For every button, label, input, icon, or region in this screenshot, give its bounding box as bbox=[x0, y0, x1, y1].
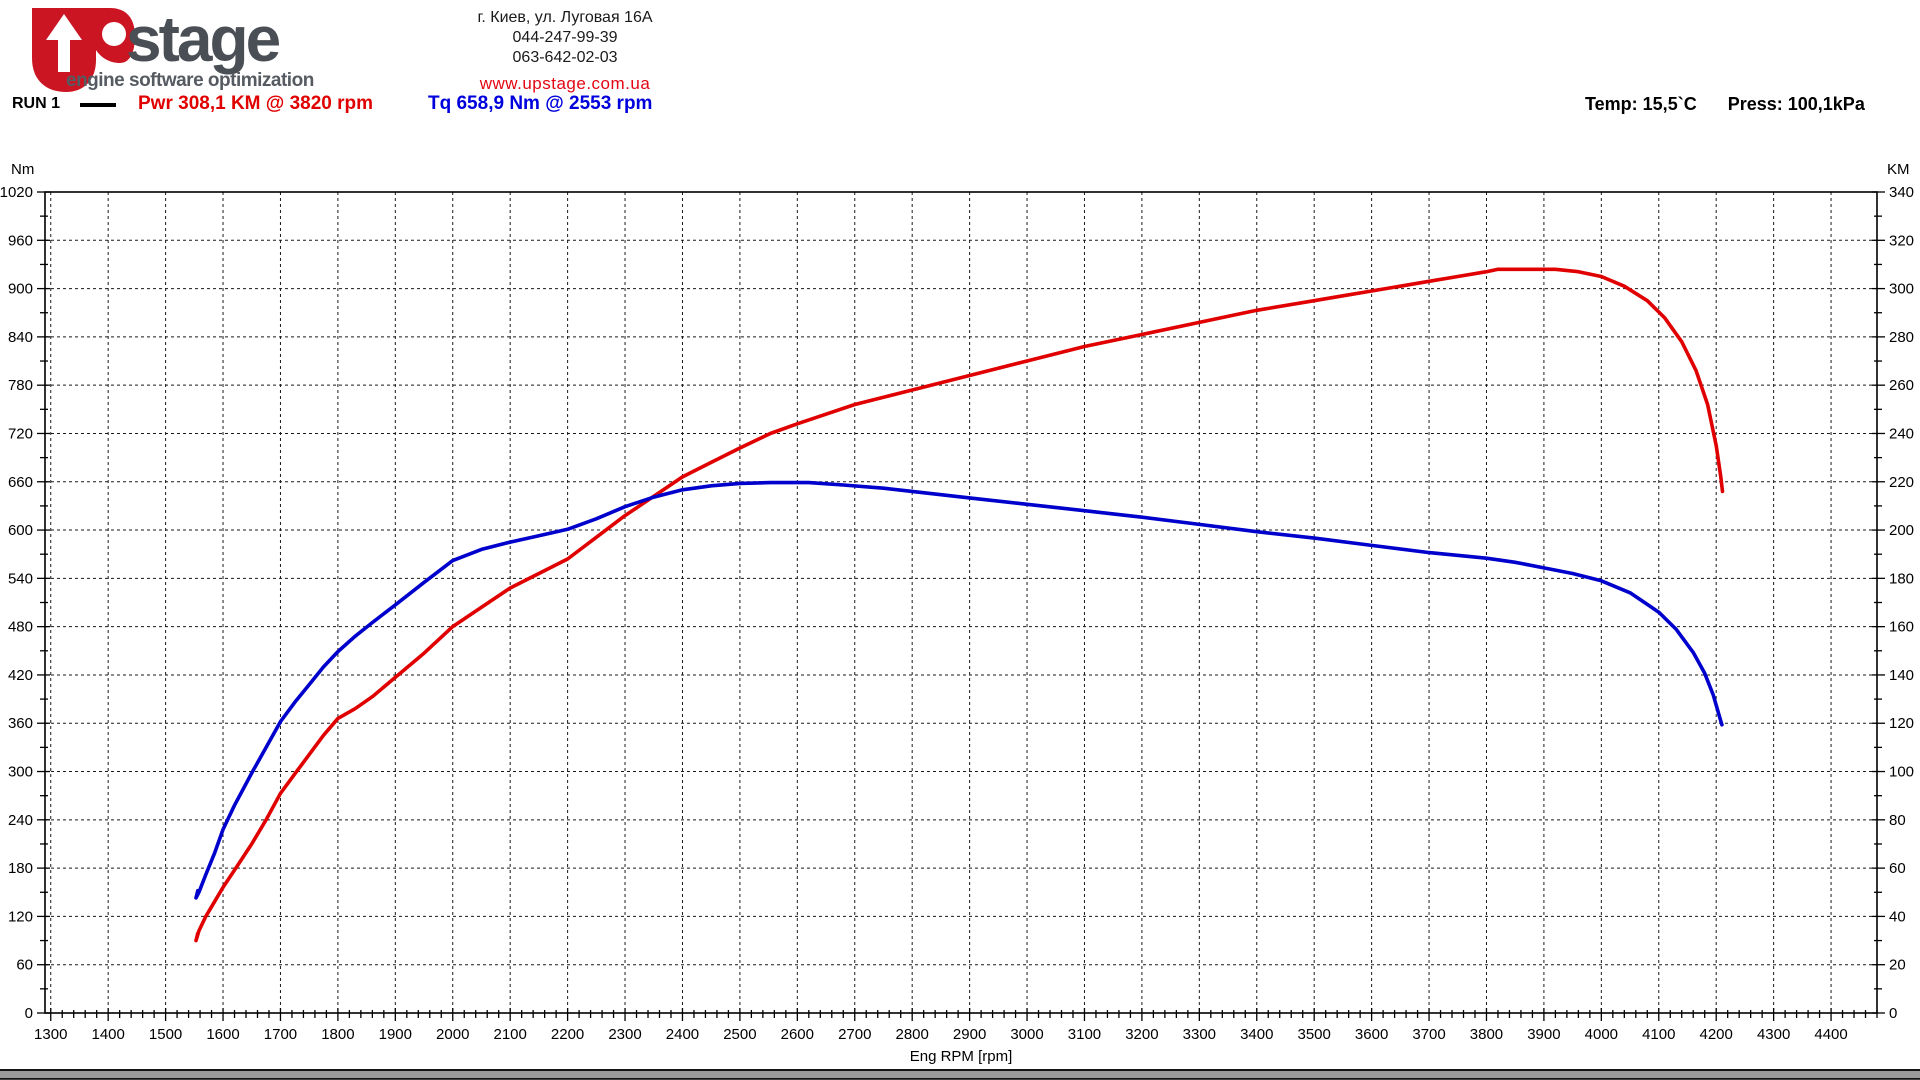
y-left-tick-label: 300 bbox=[8, 764, 33, 781]
y-left-tick-label: 600 bbox=[8, 522, 33, 539]
y-right-tick-label: 220 bbox=[1889, 474, 1914, 491]
x-tick-label: 2900 bbox=[953, 1026, 986, 1043]
y-right-tick-label: 260 bbox=[1889, 377, 1914, 394]
logo-up-icon bbox=[32, 8, 135, 92]
x-tick-label: 2400 bbox=[666, 1026, 699, 1043]
run-label: RUN 1 bbox=[12, 95, 61, 112]
y-right-tick-label: 80 bbox=[1889, 812, 1906, 829]
contact-phone-1: 044-247-99-39 bbox=[512, 29, 618, 46]
y-left-tick-label: 1020 bbox=[0, 184, 33, 201]
y-left-tick-label: 660 bbox=[8, 474, 33, 491]
y-right-tick-label: 60 bbox=[1889, 860, 1906, 877]
y-right-tick-label: 300 bbox=[1889, 281, 1914, 298]
x-tick-label: 3200 bbox=[1125, 1026, 1158, 1043]
x-tick-label: 2000 bbox=[436, 1026, 469, 1043]
y-right-tick-label: 280 bbox=[1889, 329, 1914, 346]
y-left-tick-label: 420 bbox=[8, 667, 33, 684]
x-tick-label: 3400 bbox=[1240, 1026, 1273, 1043]
y-left-tick-label: 900 bbox=[8, 281, 33, 298]
x-tick-label: 2100 bbox=[493, 1026, 526, 1043]
y-left-tick-label: 0 bbox=[25, 1005, 33, 1022]
pressure-readout: Press: 100,1kPa bbox=[1727, 94, 1865, 114]
y-right-tick-label: 160 bbox=[1889, 619, 1914, 636]
y-left-tick-label: 180 bbox=[8, 860, 33, 877]
y-left-tick-label: 840 bbox=[8, 329, 33, 346]
power-curve bbox=[194, 267, 1725, 943]
x-tick-label: 3300 bbox=[1183, 1026, 1216, 1043]
y-left-tick-label: 540 bbox=[8, 570, 33, 587]
x-tick-label: 3100 bbox=[1068, 1026, 1101, 1043]
y-right-tick-label: 200 bbox=[1889, 522, 1914, 539]
y-right-tick-label: 0 bbox=[1889, 1005, 1897, 1022]
y-left-tick-label: 780 bbox=[8, 377, 33, 394]
y-right-tick-label: 340 bbox=[1889, 184, 1914, 201]
x-tick-label: 2200 bbox=[551, 1026, 584, 1043]
x-tick-label: 4200 bbox=[1700, 1026, 1733, 1043]
x-tick-label: 3000 bbox=[1010, 1026, 1043, 1043]
y-left-tick-label: 720 bbox=[8, 425, 33, 442]
power-readout: Pwr 308,1 KM @ 3820 rpm bbox=[138, 93, 374, 114]
y-left-tick-label: 240 bbox=[8, 812, 33, 829]
x-tick-label: 1800 bbox=[321, 1026, 354, 1043]
x-tick-label: 1700 bbox=[264, 1026, 297, 1043]
website-link: www.upstage.com.ua bbox=[479, 74, 651, 93]
x-tick-label: 1500 bbox=[149, 1026, 182, 1043]
x-tick-label: 1600 bbox=[206, 1026, 239, 1043]
x-tick-label: 3900 bbox=[1527, 1026, 1560, 1043]
x-tick-label: 1900 bbox=[379, 1026, 412, 1043]
brand-tagline: engine software optimization bbox=[66, 70, 314, 91]
horizontal-scrollbar[interactable] bbox=[0, 1069, 1920, 1079]
y-left-tick-label: 360 bbox=[8, 715, 33, 732]
y-right-tick-label: 140 bbox=[1889, 667, 1914, 684]
y-right-tick-label: 240 bbox=[1889, 425, 1914, 442]
brand-name: stage bbox=[126, 3, 281, 75]
x-tick-label: 4300 bbox=[1757, 1026, 1790, 1043]
x-tick-label: 4400 bbox=[1814, 1026, 1847, 1043]
y-left-tick-label: 120 bbox=[8, 908, 33, 925]
plot-frame bbox=[44, 191, 1878, 1014]
y-left-tick-label: 60 bbox=[16, 957, 33, 974]
x-tick-label: 4000 bbox=[1585, 1026, 1618, 1043]
x-tick-label: 1300 bbox=[34, 1026, 67, 1043]
x-tick-label: 4100 bbox=[1642, 1026, 1675, 1043]
y-right-tick-label: 40 bbox=[1889, 908, 1906, 925]
torque-curve bbox=[194, 480, 1724, 900]
x-tick-label: 2500 bbox=[723, 1026, 756, 1043]
torque-readout: Tq 658,9 Nm @ 2553 rpm bbox=[428, 93, 653, 114]
y-right-tick-label: 20 bbox=[1889, 957, 1906, 974]
x-tick-label: 3600 bbox=[1355, 1026, 1388, 1043]
x-tick-label: 3800 bbox=[1470, 1026, 1503, 1043]
y-right-tick-label: 180 bbox=[1889, 570, 1914, 587]
x-tick-label: 3700 bbox=[1412, 1026, 1445, 1043]
x-tick-label: 2600 bbox=[781, 1026, 814, 1043]
y-right-tick-label: 320 bbox=[1889, 232, 1914, 249]
x-tick-label: 2800 bbox=[895, 1026, 928, 1043]
right-axis-title: KM bbox=[1887, 161, 1910, 178]
y-left-tick-label: 480 bbox=[8, 619, 33, 636]
y-right-tick-label: 100 bbox=[1889, 764, 1914, 781]
contact-block: г. Киев, ул. Луговая 16А 044-247-99-39 0… bbox=[400, 8, 730, 68]
y-right-tick-label: 120 bbox=[1889, 715, 1914, 732]
x-tick-label: 2300 bbox=[608, 1026, 641, 1043]
x-axis-title: Eng RPM [rpm] bbox=[910, 1048, 1013, 1065]
run-line-sample bbox=[80, 103, 116, 107]
logo bbox=[26, 6, 136, 94]
contact-phone-2: 063-642-02-03 bbox=[512, 49, 618, 66]
x-tick-label: 2700 bbox=[838, 1026, 871, 1043]
contact-address: г. Киев, ул. Луговая 16А bbox=[477, 9, 653, 26]
x-tick-label: 1400 bbox=[91, 1026, 124, 1043]
y-left-tick-label: 960 bbox=[8, 232, 33, 249]
left-axis-title: Nm bbox=[11, 161, 34, 178]
x-tick-label: 3500 bbox=[1298, 1026, 1331, 1043]
temperature-readout: Temp: 15,5`C bbox=[1585, 94, 1697, 114]
conditions-readout: Temp: 15,5`C Press: 100,1kPa bbox=[1585, 94, 1865, 115]
